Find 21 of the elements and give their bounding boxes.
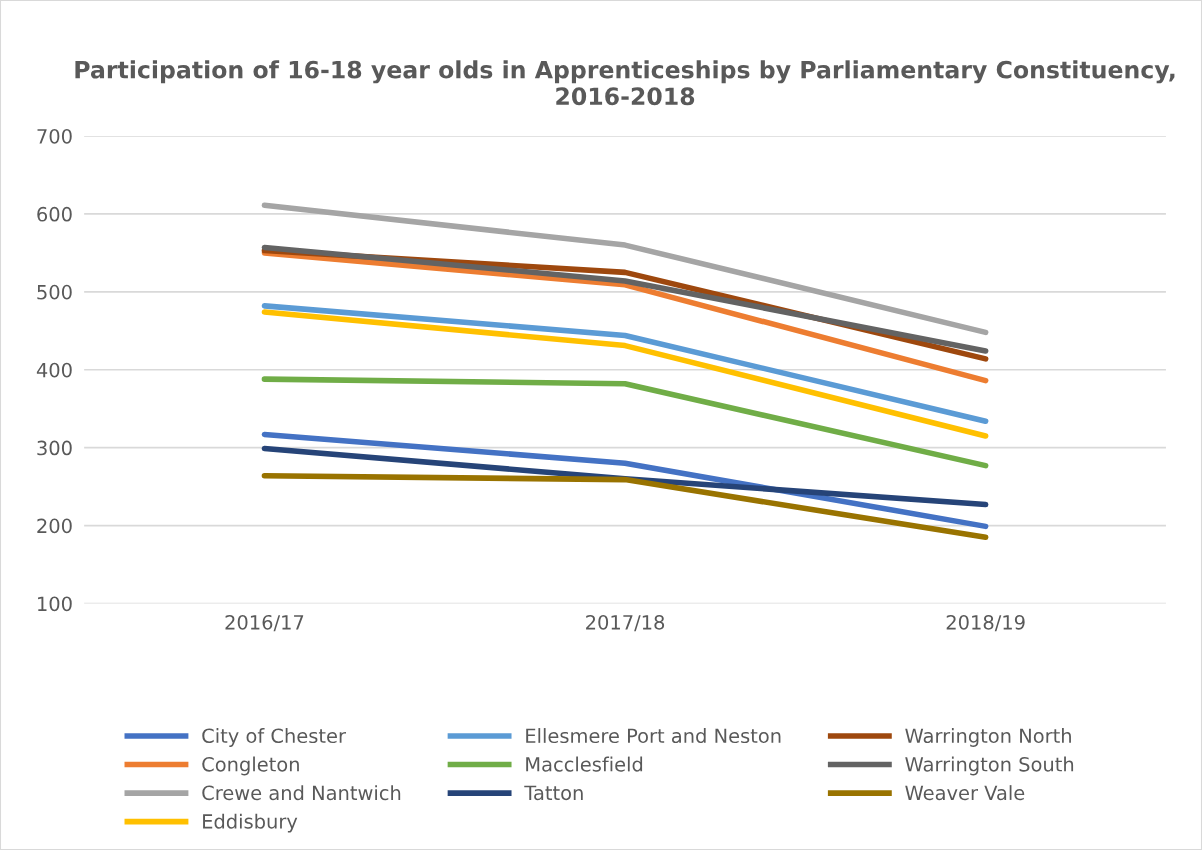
- x-tick-label: 2017/18: [586, 614, 665, 632]
- legend-label: Tatton: [524, 785, 583, 801]
- y-tick-label: 500: [37, 284, 72, 300]
- legend-label: Warrington North: [905, 728, 1071, 747]
- legend-label: Macclesfield: [526, 756, 643, 772]
- y-tick-label: 400: [36, 362, 72, 378]
- y-tick-label: 700: [37, 128, 72, 144]
- x-tick-label: 2016/17: [225, 614, 304, 632]
- legend-label: Ellesmere Port and Neston: [526, 728, 781, 744]
- legend-label: City of Chester: [202, 728, 346, 747]
- y-tick-label: 200: [37, 518, 72, 534]
- legend-label: Weaver Vale: [905, 785, 1025, 801]
- chart-title: Participation of 16-18 year olds in Apprenticeships by Parliamentary Constituency, 2016-2018: [75, 60, 1175, 106]
- y-tick-label: 600: [37, 206, 72, 222]
- legend-label: Warrington South: [905, 756, 1074, 776]
- y-tick-label: 100: [38, 596, 72, 612]
- legend-label: Crewe and Nantwich: [202, 785, 401, 801]
- legend-label: Eddisbury: [203, 813, 298, 833]
- legend-label: Congleton: [202, 756, 299, 776]
- x-tick-label: 2018/19: [946, 614, 1025, 632]
- y-tick-label: 300: [37, 440, 72, 456]
